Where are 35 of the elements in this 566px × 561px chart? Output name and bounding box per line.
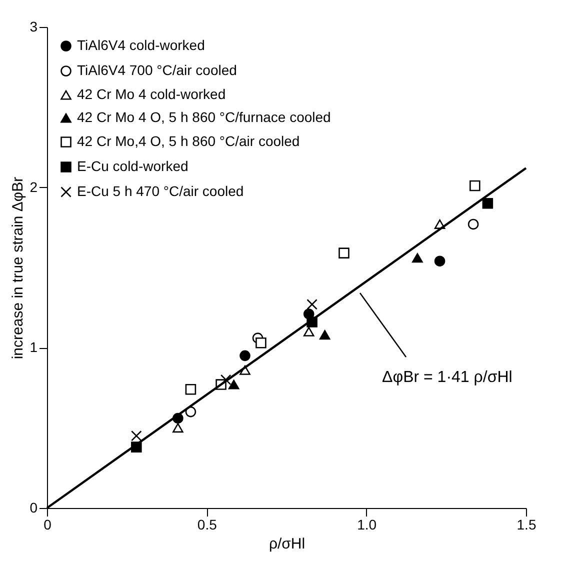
- point: [131, 430, 142, 442]
- point: [338, 248, 350, 258]
- point: [240, 350, 250, 362]
- point: [306, 298, 318, 310]
- legend-label: E-Cu 5 h 470 °C/air cooled: [77, 183, 244, 199]
- legend-label: E-Cu cold-worked: [77, 158, 188, 174]
- point: [303, 326, 314, 336]
- x-tick-label: 1.5: [516, 516, 536, 532]
- y-tick-label: 1: [30, 339, 38, 356]
- x-tick-label: 0.5: [197, 516, 218, 532]
- point: [319, 330, 330, 340]
- legend-label: 42 Cr Mo,4 O, 5 h 860 °C/air cooled: [77, 133, 300, 149]
- point: [470, 180, 480, 192]
- point: [434, 256, 446, 266]
- point: [185, 384, 196, 395]
- point: [256, 337, 266, 348]
- point: [220, 374, 232, 386]
- point: [172, 423, 184, 433]
- legend-label: 42 Cr Mo 4 O, 5 h 860 °C/furnace cooled: [77, 109, 331, 125]
- y-tick-label: 3: [30, 18, 38, 34]
- point: [412, 253, 423, 263]
- legend-label: 42 Cr Mo 4 cold-worked: [77, 86, 226, 102]
- y-tick-label: 0: [30, 500, 38, 516]
- legend-label: TiAl6V4 cold-worked: [77, 37, 205, 53]
- annotation: ΔφBr = 1·41 ρ/σHl: [382, 369, 512, 386]
- x-axis-title: ρ/σHl: [268, 536, 306, 552]
- x-tick-label: 0: [44, 516, 52, 532]
- legend-label: TiAl6V4 700 °C/air cooled: [77, 62, 237, 78]
- x-tick-label: 1.0: [357, 516, 377, 532]
- point: [468, 218, 479, 230]
- y-tick-label: 2: [30, 178, 38, 195]
- y-axis-title: increase in true strain ΔφBr: [10, 176, 27, 360]
- point: [228, 380, 240, 390]
- point: [185, 406, 196, 418]
- point: [482, 198, 494, 209]
